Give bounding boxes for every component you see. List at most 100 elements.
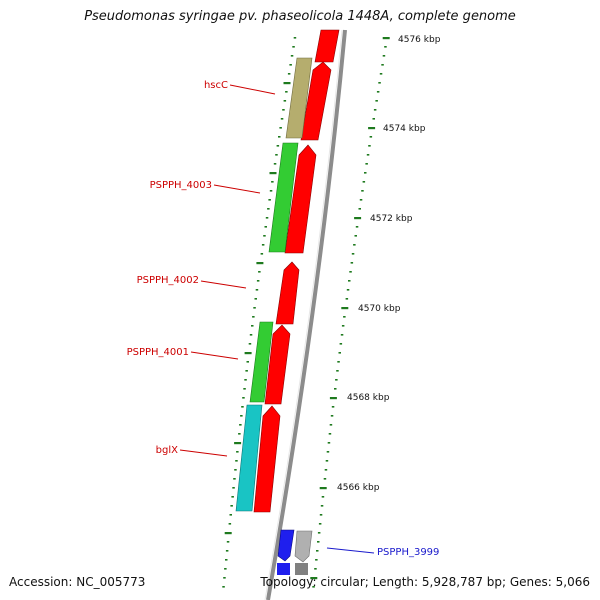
minor-tick xyxy=(269,190,273,192)
kbp-label-4574: 4574 kbp xyxy=(383,124,426,134)
minor-tick xyxy=(355,226,359,228)
major-tick xyxy=(244,352,252,355)
kbp-label-4568: 4568 kbp xyxy=(347,393,390,403)
forward-feature-arrow[interactable] xyxy=(275,261,300,325)
minor-tick xyxy=(321,496,325,498)
minor-tick xyxy=(228,523,232,525)
minor-tick xyxy=(265,217,269,219)
minor-tick xyxy=(350,262,354,264)
minor-tick xyxy=(287,73,291,75)
minor-tick xyxy=(315,559,318,561)
minor-tick xyxy=(384,46,387,48)
forward-strand-features xyxy=(253,29,340,513)
minor-tick xyxy=(243,388,246,390)
minor-tick xyxy=(349,271,352,273)
minor-tick xyxy=(253,307,256,309)
minor-tick xyxy=(339,343,343,345)
label-leaders xyxy=(179,84,375,554)
major-tick xyxy=(382,37,390,40)
bglX-leader xyxy=(179,449,228,457)
minor-tick xyxy=(242,397,245,399)
minor-tick xyxy=(319,514,323,516)
minor-tick xyxy=(268,199,271,201)
gene-gray-lower[interactable] xyxy=(295,563,308,575)
minor-tick xyxy=(382,55,386,57)
minor-tick xyxy=(379,73,383,75)
genome-backbone-highlight xyxy=(264,29,343,600)
minor-tick xyxy=(345,298,349,300)
pspph4003-leader xyxy=(213,184,261,194)
minor-tick xyxy=(279,127,282,129)
minor-tick xyxy=(244,379,247,381)
gene-label-hscC[interactable]: hscC xyxy=(204,80,228,91)
forward-feature-arrow[interactable] xyxy=(253,405,281,513)
gene-label-pspph4001[interactable]: PSPPH_4001 xyxy=(127,347,189,358)
minor-tick xyxy=(258,271,261,273)
minor-tick xyxy=(326,451,330,453)
kbp-label-4566: 4566 kbp xyxy=(337,483,380,493)
minor-tick xyxy=(249,334,253,336)
gene-gray-block[interactable] xyxy=(294,530,313,563)
minor-tick xyxy=(361,190,364,192)
minor-tick xyxy=(275,154,278,156)
minor-tick xyxy=(320,505,324,507)
minor-tick xyxy=(378,82,381,84)
major-tick xyxy=(283,82,291,85)
gene-pspph3999-block[interactable] xyxy=(277,529,295,562)
minor-tick xyxy=(331,406,335,408)
minor-tick xyxy=(323,478,327,480)
minor-tick xyxy=(239,424,242,426)
major-tick xyxy=(329,397,337,400)
minor-tick xyxy=(368,145,371,147)
minor-tick xyxy=(366,154,370,156)
minor-tick xyxy=(230,505,233,507)
minor-tick xyxy=(312,586,315,588)
minor-tick xyxy=(232,487,235,489)
minor-tick xyxy=(329,424,333,426)
minor-tick xyxy=(334,388,337,390)
inner-dotted-ring xyxy=(222,37,297,588)
minor-tick xyxy=(317,532,321,534)
minor-tick xyxy=(340,334,344,336)
minor-tick xyxy=(328,433,332,435)
minor-tick xyxy=(330,415,334,417)
forward-feature-arrow[interactable] xyxy=(284,144,317,254)
minor-tick xyxy=(376,91,380,93)
gene-label-pspph4003[interactable]: PSPPH_4003 xyxy=(150,180,212,191)
minor-tick xyxy=(236,451,239,453)
minor-tick xyxy=(341,325,345,327)
minor-tick xyxy=(324,469,328,471)
gene-label-pspph3999[interactable]: PSPPH_3999 xyxy=(377,547,439,558)
minor-tick xyxy=(222,586,225,588)
minor-tick xyxy=(292,46,295,48)
gene-pspph4001-block[interactable] xyxy=(249,321,274,403)
gene-pspph4003-block[interactable] xyxy=(268,142,299,253)
minor-tick xyxy=(256,280,260,282)
major-tick xyxy=(224,532,232,535)
minor-tick xyxy=(229,514,232,516)
minor-tick xyxy=(381,64,384,66)
minor-tick xyxy=(327,442,331,444)
minor-tick xyxy=(290,55,294,57)
pspph4001-leader xyxy=(190,351,239,360)
gene-label-bglX[interactable]: bglX xyxy=(156,445,178,456)
gene-label-pspph4002[interactable]: PSPPH_4002 xyxy=(137,275,199,286)
minor-tick xyxy=(373,109,377,111)
forward-feature-arrow[interactable] xyxy=(314,29,340,63)
minor-tick xyxy=(264,226,267,228)
minor-tick xyxy=(235,460,238,462)
minor-tick xyxy=(276,145,280,147)
minor-tick xyxy=(318,523,322,525)
gene-hscC-block[interactable] xyxy=(285,57,313,139)
minor-tick xyxy=(273,163,277,165)
gene-pspph3999-lower[interactable] xyxy=(277,563,290,575)
kbp-label-4570: 4570 kbp xyxy=(358,304,401,314)
major-tick xyxy=(269,172,277,175)
major-tick xyxy=(341,307,349,310)
gene-bglX-block[interactable] xyxy=(235,404,263,512)
forward-feature-arrow[interactable] xyxy=(264,324,291,405)
genome-summary: Topology: circular; Length: 5,928,787 bp… xyxy=(260,575,590,589)
minor-tick xyxy=(278,136,281,138)
major-tick xyxy=(368,127,376,130)
